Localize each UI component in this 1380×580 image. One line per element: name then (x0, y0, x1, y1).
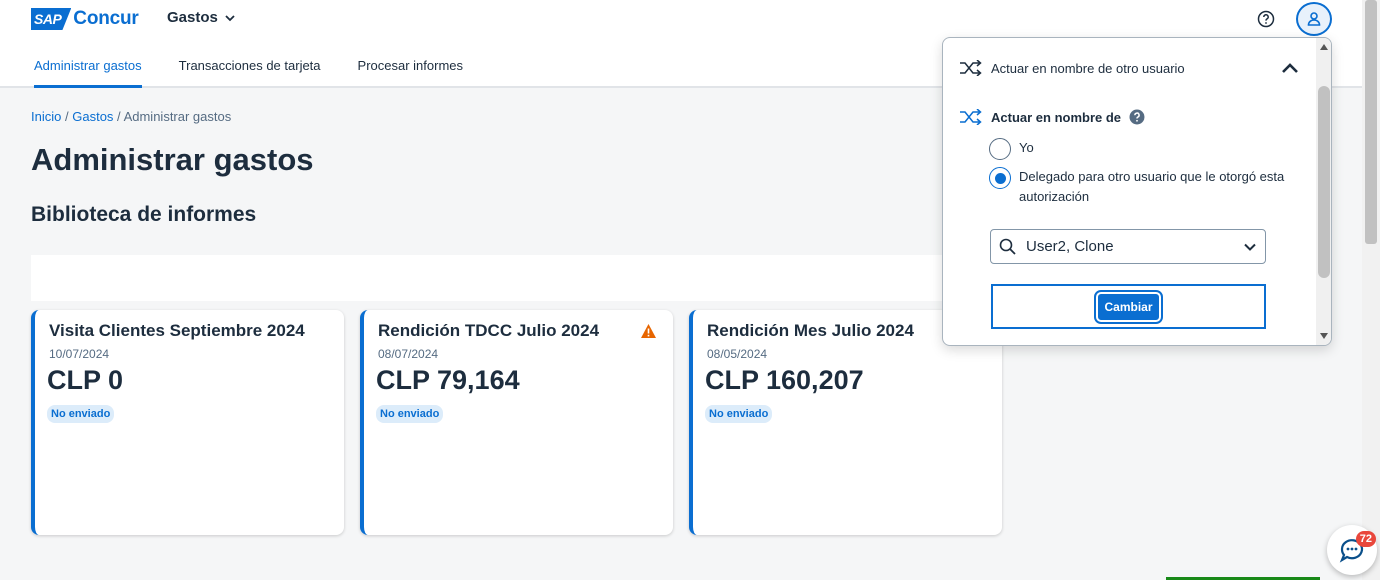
change-button[interactable]: Cambiar (1094, 289, 1163, 324)
report-amount: CLP 79,164 (376, 365, 520, 395)
status-badge: No enviado (376, 405, 444, 423)
change-button-container: Cambiar (991, 284, 1266, 329)
report-library-toolbar (31, 255, 1031, 301)
report-title: Visita Clientes Septiembre 2024 (49, 321, 305, 340)
section-title: Biblioteca de informes (31, 203, 257, 226)
report-title: Rendición TDCC Julio 2024 (378, 321, 600, 340)
product-menu[interactable]: Gastos (167, 9, 236, 26)
shuffle-icon (960, 60, 982, 76)
delegate-section-label: Actuar en nombre de (959, 109, 1145, 125)
main-tabs: Administrar gastos Transacciones de tarj… (31, 48, 500, 88)
popover-scrollbar[interactable] (1316, 38, 1331, 345)
report-title: Rendición Mes Julio 2024 (707, 321, 914, 340)
notification-count-badge: 72 (1355, 531, 1376, 547)
report-card[interactable]: Rendición Mes Julio 2024 08/05/2024 CLP … (689, 310, 1002, 535)
radio-button-self[interactable] (989, 138, 1011, 160)
act-on-behalf-header[interactable]: Actuar en nombre de otro usuario (959, 60, 1185, 76)
breadcrumb-separator: / (117, 109, 121, 124)
search-icon (999, 238, 1016, 255)
chevron-up-icon[interactable] (1280, 60, 1300, 76)
breadcrumb: Inicio / Gastos / Administrar gastos (31, 109, 231, 124)
report-amount: CLP 0 (47, 365, 124, 395)
breadcrumb-current: Administrar gastos (123, 109, 232, 124)
help-circle-icon[interactable] (1129, 109, 1145, 125)
help-button[interactable] (1253, 6, 1279, 32)
radio-self-label: Yo (1019, 140, 1034, 155)
help-circle-icon (1257, 10, 1275, 28)
scroll-up-arrow-icon[interactable] (1320, 44, 1328, 50)
status-badge: No enviado (705, 405, 773, 423)
delegate-label-text: Actuar en nombre de (991, 109, 1122, 125)
radio-button-delegate[interactable] (989, 167, 1011, 189)
breadcrumb-home-link[interactable]: Inicio (31, 109, 62, 124)
sap-logo-mark: SAP (31, 8, 72, 30)
radio-delegate-label: Delegado para otro usuario que le otorgó… (1019, 169, 1285, 204)
radio-option-delegate[interactable]: Delegado para otro usuario que le otorgó… (989, 167, 1289, 207)
bottom-edge-button-hint[interactable] (1166, 577, 1320, 580)
act-on-behalf-popover: Actuar en nombre de otro usuario Actuar … (942, 37, 1332, 346)
tab-procesar-informes[interactable]: Procesar informes (357, 58, 464, 73)
popover-scroll-thumb[interactable] (1318, 86, 1330, 278)
chevron-down-icon (225, 14, 235, 21)
user-profile-button[interactable] (1296, 2, 1332, 36)
status-badge: No enviado (47, 405, 115, 423)
shuffle-icon (960, 109, 982, 125)
user-icon (1307, 12, 1321, 26)
page-scroll-thumb[interactable] (1365, 0, 1377, 244)
tab-transacciones-tarjeta[interactable]: Transacciones de tarjeta (178, 58, 321, 73)
product-menu-label: Gastos (167, 9, 218, 26)
sap-concur-logo[interactable]: SAP Concur (31, 6, 139, 32)
page-title: Administrar gastos (31, 142, 314, 177)
chat-bubble-icon (1339, 539, 1364, 563)
warning-icon (641, 324, 656, 338)
report-date: 08/05/2024 (707, 347, 768, 361)
report-card[interactable]: Rendición TDCC Julio 2024 08/07/2024 CLP… (360, 310, 673, 535)
concur-logo-text: Concur (73, 8, 139, 29)
selected-user-value: User2, Clone (1026, 238, 1114, 255)
breadcrumb-gastos-link[interactable]: Gastos (72, 109, 114, 124)
chat-assistant-button[interactable]: 72 (1327, 525, 1377, 575)
scroll-down-arrow-icon[interactable] (1320, 333, 1328, 339)
chevron-down-icon (1244, 243, 1256, 251)
report-date: 10/07/2024 (49, 347, 110, 361)
tab-administrar-gastos[interactable]: Administrar gastos (34, 48, 142, 88)
radio-option-self[interactable]: Yo (989, 138, 1034, 160)
report-amount: CLP 160,207 (705, 365, 864, 395)
delegate-user-select[interactable]: User2, Clone (990, 229, 1266, 264)
report-card[interactable]: Visita Clientes Septiembre 2024 10/07/20… (31, 310, 344, 535)
report-date: 08/07/2024 (378, 347, 439, 361)
act-on-behalf-header-label: Actuar en nombre de otro usuario (991, 60, 1185, 76)
breadcrumb-separator: / (64, 109, 69, 124)
page-scrollbar[interactable] (1362, 0, 1380, 580)
